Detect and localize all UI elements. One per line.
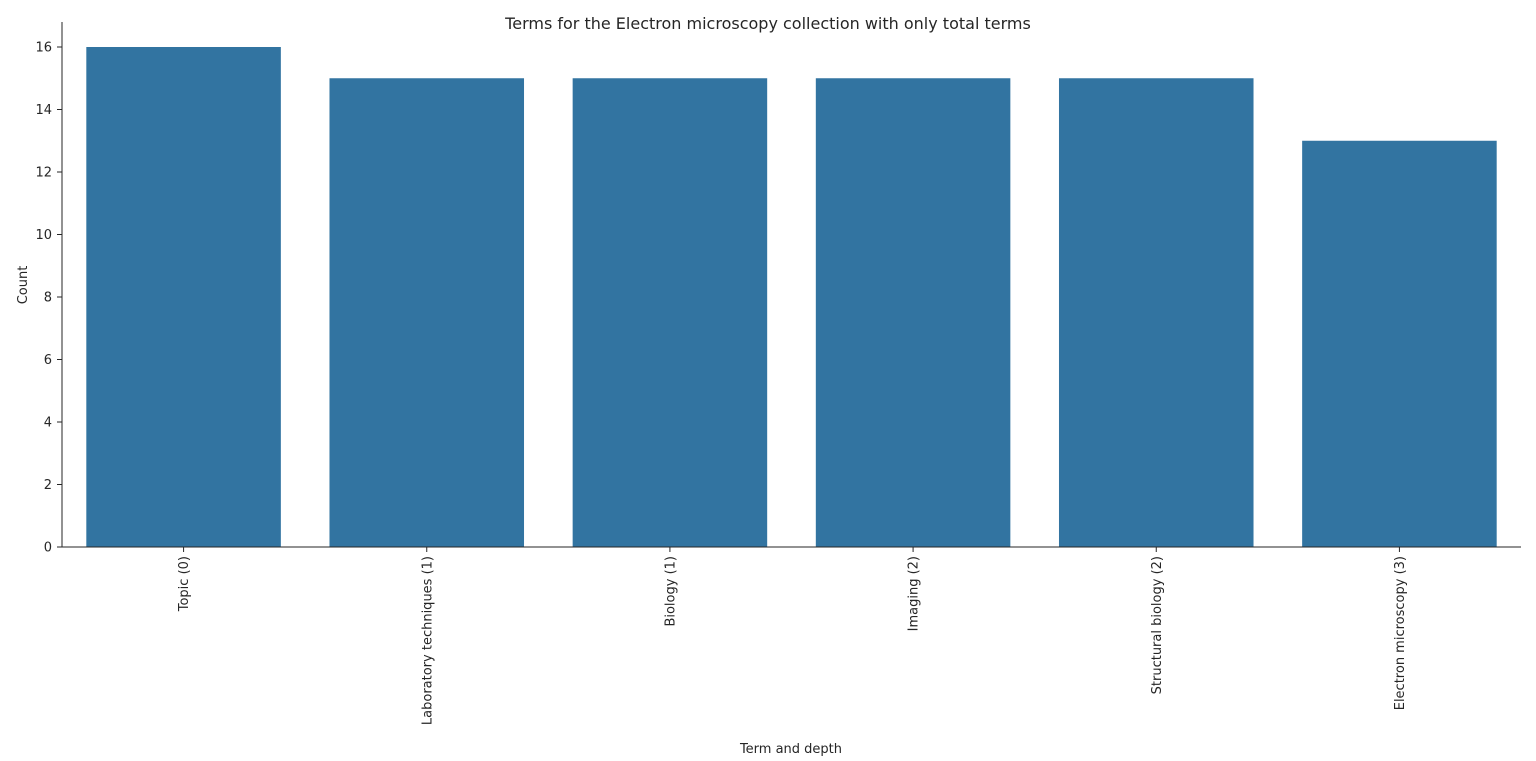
y-tick-label: 2 xyxy=(44,478,52,493)
y-tick-label: 12 xyxy=(35,166,52,181)
x-tick-label: Laboratory techniques (1) xyxy=(420,556,435,725)
y-tick-label: 10 xyxy=(35,228,52,243)
x-tick-label: Topic (0) xyxy=(177,556,192,612)
bar-1 xyxy=(329,78,525,547)
bar-2 xyxy=(572,78,768,547)
y-tick-label: 14 xyxy=(35,103,52,118)
x-tick-label: Electron microscopy (3) xyxy=(1393,556,1408,710)
y-axis-ticks: 0 2 4 6 8 10 12 14 16 xyxy=(35,41,62,556)
chart-title: Terms for the Electron microscopy collec… xyxy=(504,14,1031,33)
x-tick-label: Imaging (2) xyxy=(907,556,922,631)
y-axis-label: Count xyxy=(16,266,31,305)
x-axis-label: Term and depth xyxy=(739,742,842,757)
bar-4 xyxy=(1058,78,1254,547)
bar-0 xyxy=(86,47,281,547)
y-tick-label: 0 xyxy=(44,541,52,556)
y-tick-label: 8 xyxy=(44,291,52,306)
bar-5 xyxy=(1302,140,1497,547)
x-tick-label: Structural biology (2) xyxy=(1150,556,1165,694)
x-tick-label: Biology (1) xyxy=(663,556,678,627)
y-tick-label: 4 xyxy=(44,416,52,431)
y-tick-label: 16 xyxy=(35,41,52,56)
y-tick-label: 6 xyxy=(44,353,52,368)
x-axis-ticks: Topic (0) Laboratory techniques (1) Biolog… xyxy=(177,547,1408,725)
bar-3 xyxy=(815,78,1011,547)
bars-group xyxy=(86,47,1497,547)
